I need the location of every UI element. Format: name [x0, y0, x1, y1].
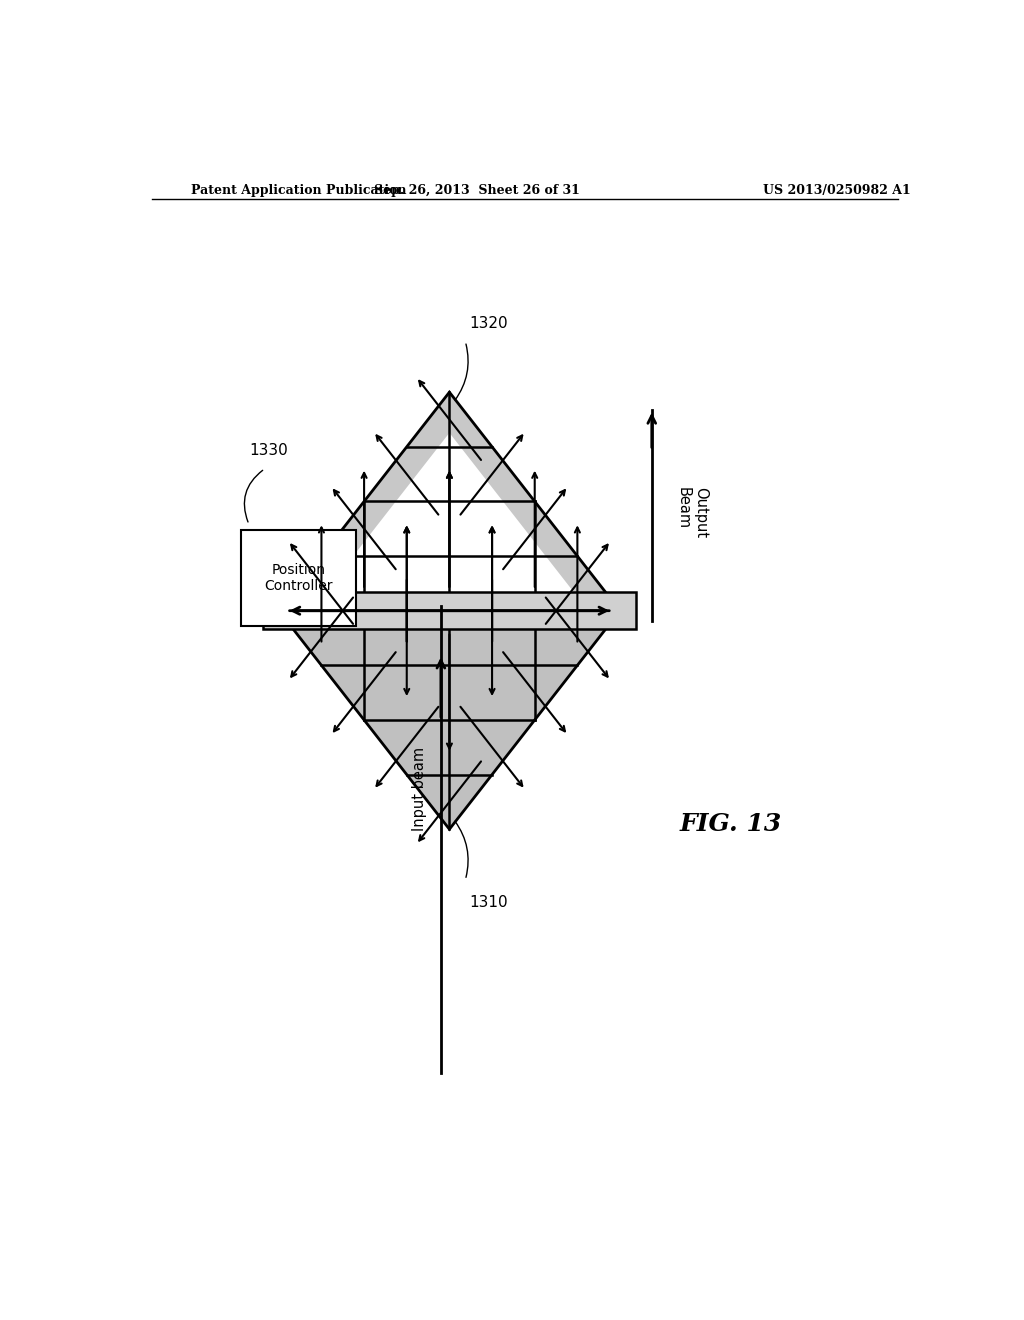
Text: Input beam: Input beam	[412, 747, 427, 830]
Text: Output
Beam: Output Beam	[676, 487, 708, 539]
Text: FIG. 13: FIG. 13	[680, 812, 782, 836]
Text: 1320: 1320	[469, 317, 508, 331]
Polygon shape	[263, 593, 636, 630]
Text: Position
Controller: Position Controller	[264, 562, 333, 593]
Polygon shape	[279, 392, 620, 611]
Polygon shape	[279, 611, 620, 829]
Text: Sep. 26, 2013  Sheet 26 of 31: Sep. 26, 2013 Sheet 26 of 31	[374, 185, 581, 198]
Text: Patent Application Publication: Patent Application Publication	[191, 185, 407, 198]
Text: US 2013/0250982 A1: US 2013/0250982 A1	[763, 185, 910, 198]
Text: 1310: 1310	[469, 895, 508, 911]
Bar	[241, 529, 356, 626]
Text: 1330: 1330	[249, 444, 288, 458]
Polygon shape	[310, 433, 588, 611]
